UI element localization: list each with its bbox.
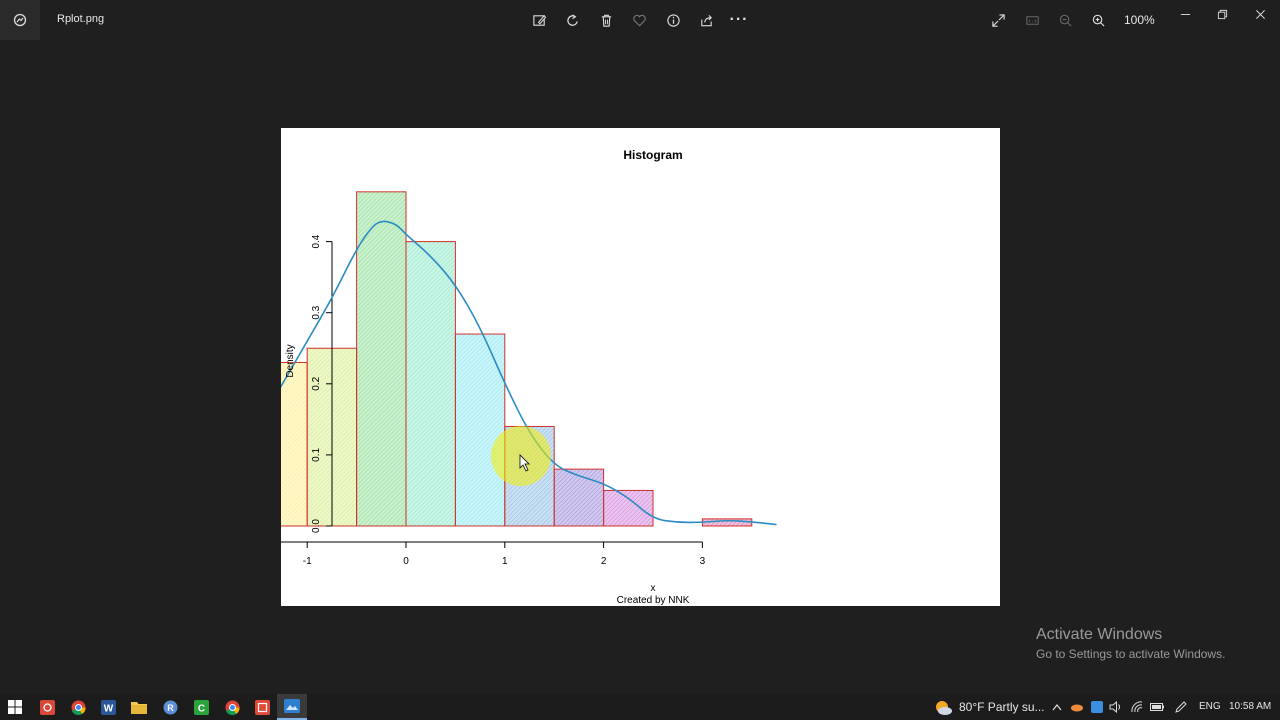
actual-size-icon[interactable] bbox=[1021, 10, 1043, 30]
rotate-icon[interactable] bbox=[561, 10, 583, 30]
restore-button[interactable] bbox=[1207, 4, 1237, 24]
volume-icon[interactable] bbox=[1109, 700, 1123, 714]
x-tick-label: 3 bbox=[700, 556, 706, 567]
title-bar: Rplot.png ··· 100% bbox=[0, 0, 1280, 40]
r-app-icon[interactable]: R bbox=[161, 698, 179, 716]
share-icon[interactable] bbox=[695, 10, 717, 30]
y-tick-label: 0.4 bbox=[311, 234, 322, 248]
close-button[interactable] bbox=[1245, 4, 1275, 24]
svg-text:C: C bbox=[197, 703, 204, 714]
trash-icon[interactable] bbox=[595, 10, 617, 30]
svg-text:R: R bbox=[167, 703, 174, 713]
heart-icon[interactable] bbox=[628, 10, 650, 30]
file-explorer-icon[interactable] bbox=[130, 698, 148, 716]
zoom-out-icon[interactable] bbox=[1054, 10, 1076, 30]
histogram-bar bbox=[281, 361, 308, 527]
minimize-button[interactable] bbox=[1170, 4, 1200, 24]
chart-title: Histogram bbox=[623, 148, 682, 162]
camtasia-icon[interactable]: C bbox=[192, 698, 210, 716]
chart-caption: Created by NNK bbox=[617, 595, 690, 606]
word-icon[interactable]: W bbox=[99, 698, 117, 716]
recorder-icon[interactable] bbox=[253, 698, 271, 716]
cloud-icon[interactable] bbox=[1070, 700, 1084, 714]
activate-title: Activate Windows bbox=[1036, 626, 1163, 643]
photos-taskbar-icon[interactable] bbox=[277, 694, 307, 720]
y-tick-label: 0.2 bbox=[311, 376, 322, 390]
y-tick-label: 0.1 bbox=[311, 448, 322, 462]
clock[interactable]: 10:58 AM bbox=[1229, 701, 1272, 712]
x-tick-label: -1 bbox=[303, 556, 312, 567]
y-tick-label: 0.3 bbox=[311, 305, 322, 319]
chrome-profile-icon[interactable] bbox=[223, 698, 241, 716]
zoom-level[interactable]: 100% bbox=[1124, 13, 1155, 27]
window-title: Rplot.png bbox=[57, 13, 105, 25]
histogram-bar bbox=[454, 333, 506, 527]
x-tick-label: 1 bbox=[502, 556, 508, 567]
y-axis-label: Density bbox=[285, 344, 296, 377]
histogram-bar bbox=[405, 241, 456, 527]
partly-sunny-icon bbox=[936, 701, 952, 715]
chrome-icon[interactable] bbox=[69, 698, 87, 716]
start-windows-icon[interactable] bbox=[6, 698, 24, 716]
x-tick-label: 2 bbox=[601, 556, 607, 567]
histogram-bar bbox=[553, 468, 605, 527]
zoom-in-icon[interactable] bbox=[1087, 10, 1109, 30]
histogram-bar bbox=[603, 489, 654, 527]
mouse-pointer-icon bbox=[519, 454, 530, 472]
photos-app-icon[interactable] bbox=[0, 0, 40, 40]
more-options-button[interactable]: ··· bbox=[729, 11, 749, 28]
battery-icon[interactable] bbox=[1150, 700, 1164, 714]
weather-widget[interactable]: 80°F Partly su... bbox=[933, 698, 1045, 716]
wifi-icon[interactable] bbox=[1130, 700, 1144, 714]
x-tick-label: 0 bbox=[403, 556, 409, 567]
red-app-icon[interactable] bbox=[38, 698, 56, 716]
info-icon[interactable] bbox=[662, 10, 684, 30]
edit-image-icon[interactable] bbox=[528, 10, 550, 30]
fullscreen-icon[interactable] bbox=[987, 10, 1009, 30]
x-axis-label: x bbox=[651, 583, 656, 594]
svg-text:W: W bbox=[103, 703, 113, 714]
density-curve bbox=[281, 220, 777, 526]
language-indicator[interactable]: ENG bbox=[1199, 701, 1221, 712]
weather-text: 80°F Partly su... bbox=[959, 700, 1045, 714]
app-tray-icon[interactable] bbox=[1090, 700, 1104, 714]
activate-windows-watermark: Activate Windows Go to Settings to activ… bbox=[1036, 626, 1225, 661]
histogram-bar bbox=[356, 191, 407, 527]
pen-icon[interactable] bbox=[1173, 700, 1187, 714]
activate-subtitle: Go to Settings to activate Windows. bbox=[1036, 647, 1226, 661]
y-tick-label: 0.0 bbox=[311, 519, 322, 533]
show-hidden-icons-chevron-icon[interactable] bbox=[1050, 700, 1064, 714]
taskbar: W R C 80°F Partly su... ENG 10:58 AM bbox=[0, 694, 1280, 720]
